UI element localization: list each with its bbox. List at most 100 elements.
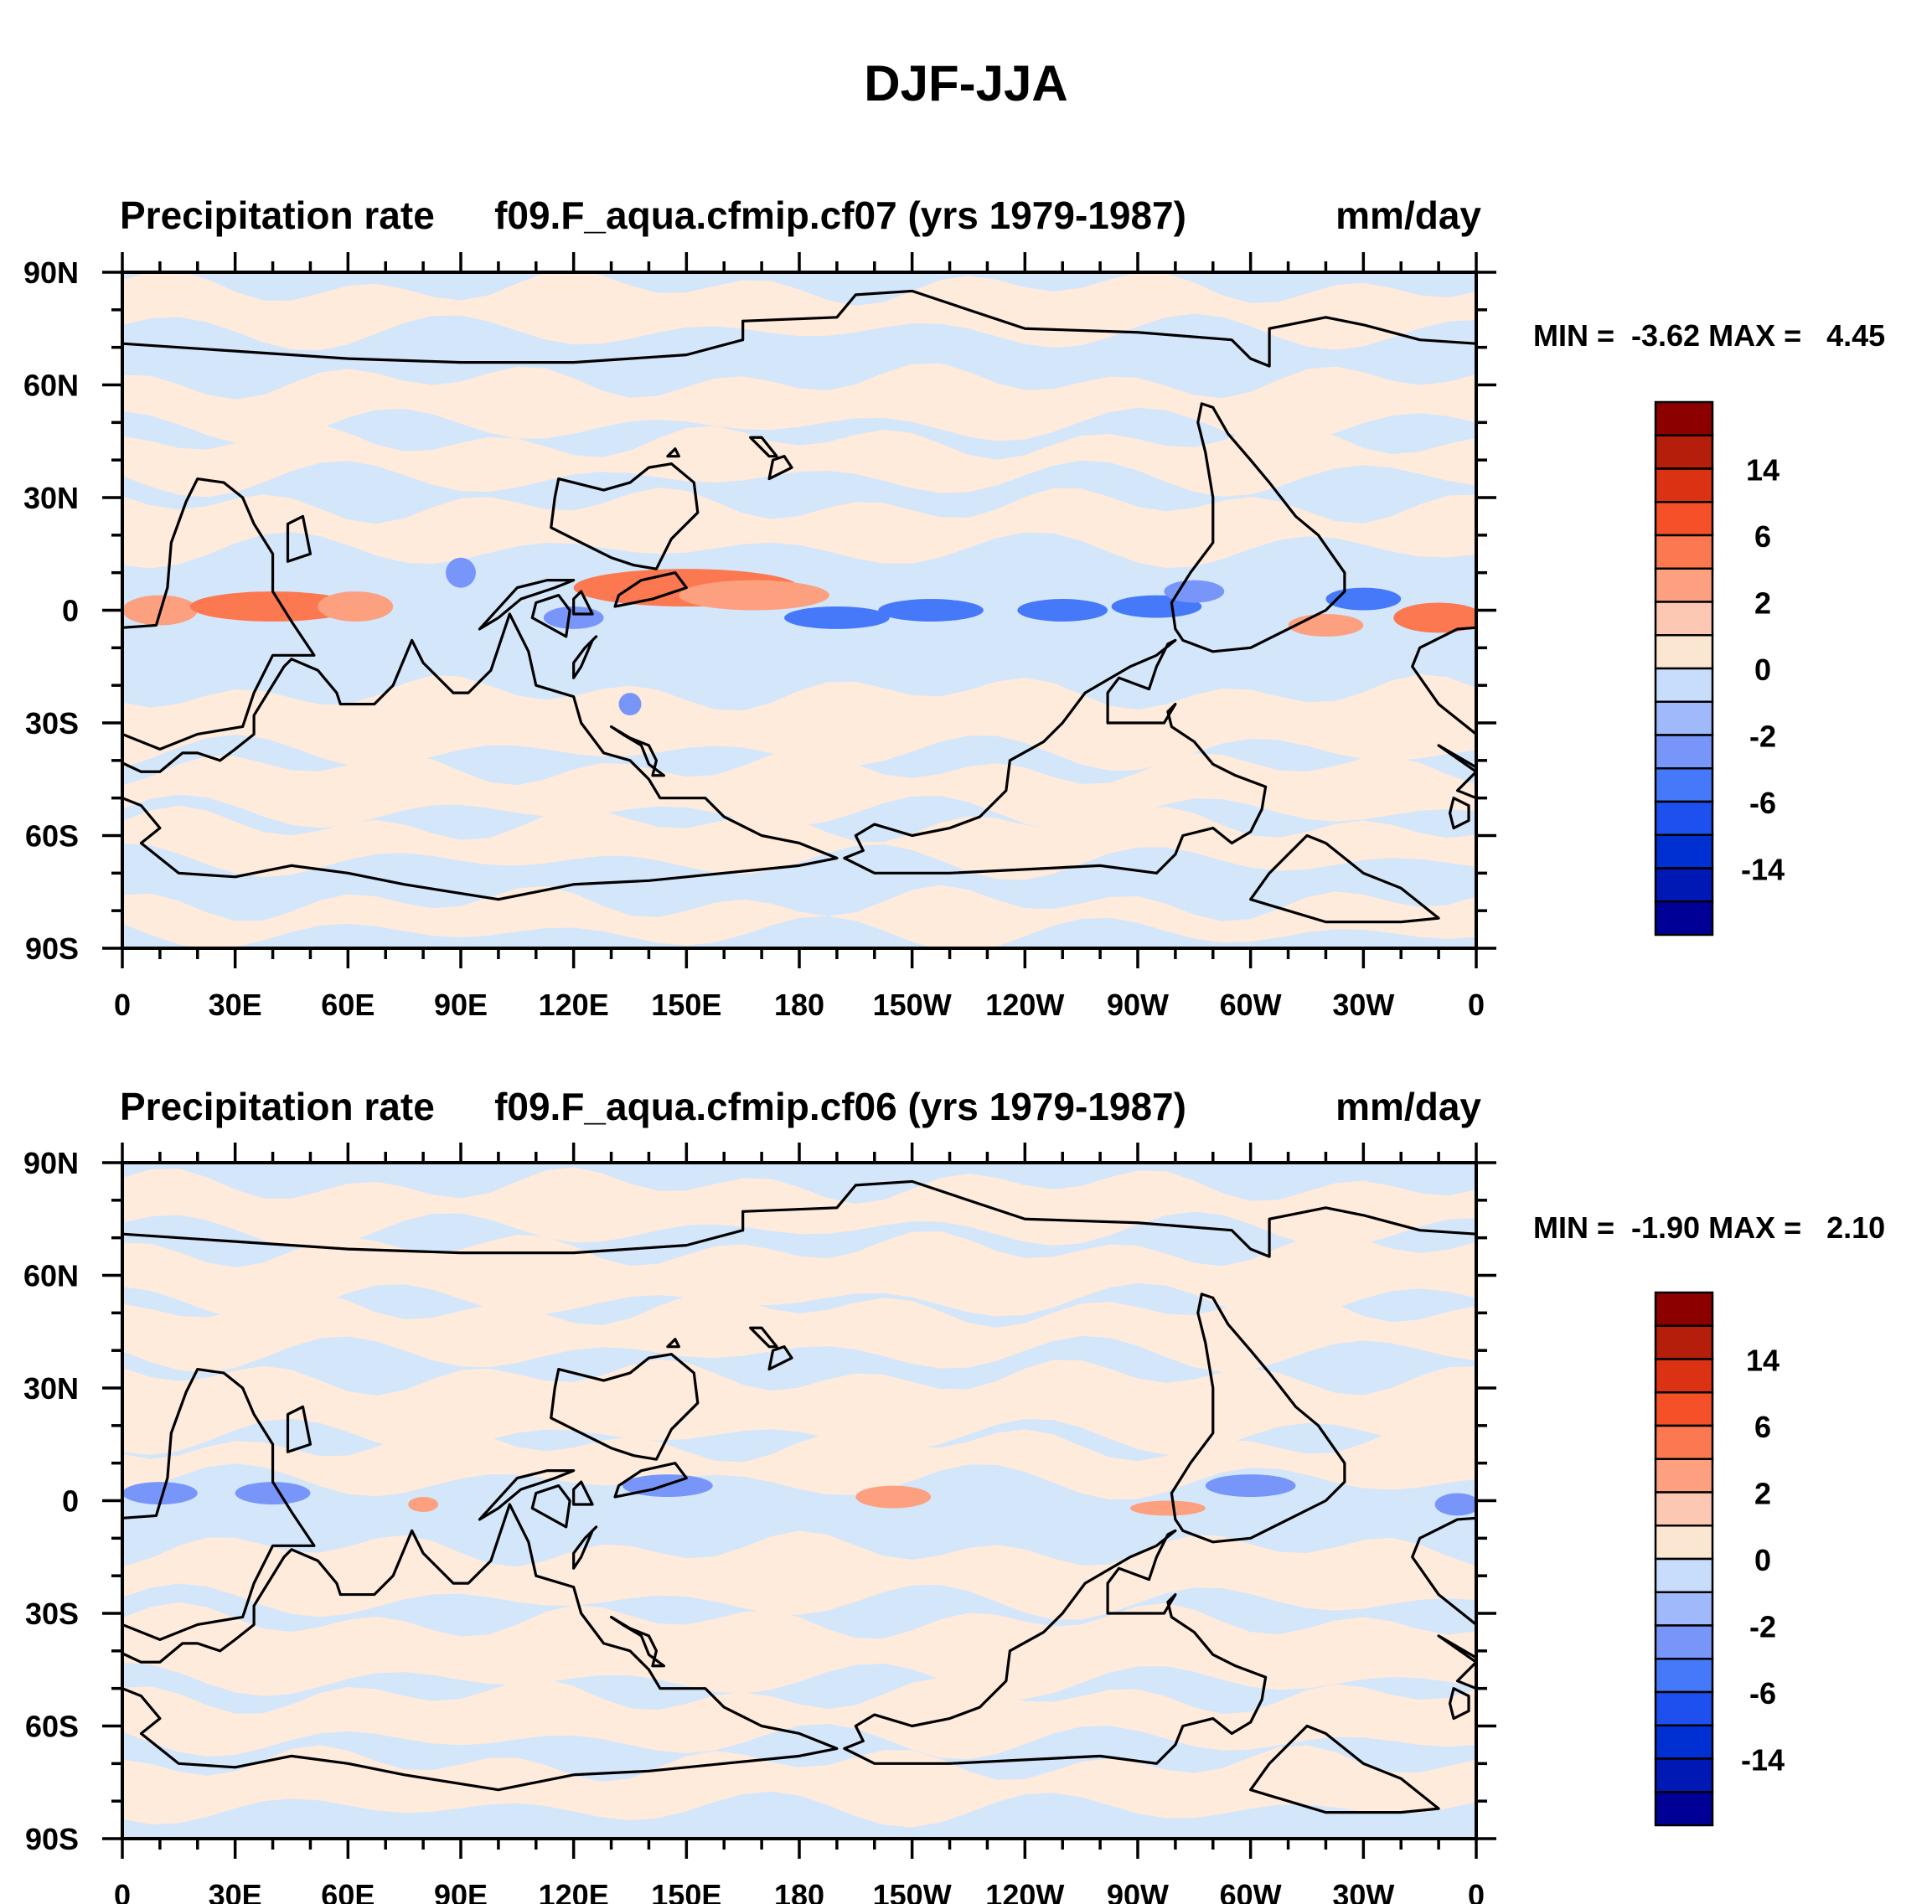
colorbar-label: 14: [1746, 453, 1780, 488]
colorbar-box: [1654, 1690, 1714, 1726]
x-tick-label: 120W: [985, 988, 1064, 1022]
colorbar-box: [1654, 1757, 1714, 1793]
panel-title-units: mm/day: [1335, 193, 1481, 237]
field-band: [122, 673, 1476, 771]
colorbar-box: [1654, 667, 1714, 703]
x-tick-label: 120E: [539, 988, 609, 1022]
colorbar-label: 6: [1754, 1410, 1771, 1444]
colorbar-label: -6: [1749, 1676, 1776, 1711]
colorbar-box: [1654, 1724, 1714, 1760]
colorbar-box: [1654, 634, 1714, 670]
colorbar-box: [1654, 1458, 1714, 1494]
y-tick-label: 30N: [23, 481, 79, 515]
y-tick-label: 30S: [25, 706, 79, 740]
colorbar-box: [1654, 1358, 1714, 1394]
x-tick-label: 150W: [873, 988, 952, 1022]
map-panel-bottom: Precipitation rate f09.F_aqua.cfmip.cf06…: [23, 1085, 1885, 1904]
panel-title-units: mm/day: [1335, 1085, 1481, 1128]
colorbar-box: [1654, 1658, 1714, 1694]
x-tick-label: 30E: [209, 1878, 262, 1904]
y-tick-label: 30S: [25, 1597, 79, 1631]
stats-label: MIN = -1.90 MAX = 2.10: [1533, 1210, 1885, 1245]
field-band: [122, 272, 1476, 351]
anomaly-patch: [408, 1497, 439, 1512]
colorbar-box: [1654, 1291, 1714, 1327]
figure-title: DJF-JJA: [864, 55, 1067, 111]
anomaly-patch: [1017, 599, 1108, 622]
x-tick-label: 60E: [321, 988, 375, 1022]
x-tick-label: 30W: [1332, 1878, 1394, 1904]
anomaly-patch: [618, 693, 642, 716]
x-tick-label: 90W: [1107, 1878, 1169, 1904]
anomaly-patch: [855, 1485, 932, 1509]
anomaly-patch: [543, 606, 604, 629]
x-tick-label: 150E: [651, 988, 721, 1022]
colorbar-box: [1654, 1391, 1714, 1427]
x-tick-label: 90E: [434, 1878, 488, 1904]
colorbar-label: 2: [1754, 586, 1771, 621]
y-tick-label: 60S: [25, 819, 79, 854]
field-band: [122, 885, 1476, 948]
anomaly-patch: [235, 1482, 311, 1504]
colorbar-label: -14: [1741, 1743, 1785, 1778]
colorbar: 14 6 2 0 -2 -6 -14: [1654, 400, 1785, 937]
colorbar-box: [1654, 1624, 1714, 1660]
colorbar-box: [1654, 1791, 1714, 1827]
y-tick-label: 0: [62, 594, 79, 628]
colorbar-box: [1654, 867, 1714, 903]
x-tick-label: 0: [114, 1878, 131, 1904]
stats-label: MIN = -3.62 MAX = 4.45: [1533, 318, 1885, 353]
panel-title-left: Precipitation rate: [120, 193, 435, 237]
anomaly-patch: [878, 599, 984, 622]
field-band: [122, 488, 1476, 569]
x-tick-label: 60W: [1220, 988, 1282, 1022]
colorbar-label: -2: [1749, 1610, 1776, 1644]
field-band: [122, 1167, 1476, 1249]
colorbar-box: [1654, 434, 1714, 470]
panel-title-center: f09.F_aqua.cfmip.cf06 (yrs 1979-1987): [494, 1085, 1186, 1128]
y-tick-label: 90N: [23, 1146, 79, 1180]
colorbar-box: [1654, 1491, 1714, 1527]
colorbar-label: 2: [1754, 1477, 1771, 1511]
colorbar-box: [1654, 501, 1714, 537]
colorbar-box: [1654, 1324, 1714, 1360]
panel-title-center: f09.F_aqua.cfmip.cf07 (yrs 1979-1987): [494, 193, 1186, 237]
colorbar-label: 14: [1746, 1344, 1780, 1378]
map-area: [122, 272, 1476, 948]
anomaly-patch: [1288, 613, 1364, 637]
colorbar-box: [1654, 700, 1714, 736]
anomaly-patch: [189, 591, 356, 622]
colorbar-label: 0: [1754, 1543, 1771, 1577]
y-tick-label: 30N: [23, 1371, 79, 1406]
map-area: [122, 1163, 1476, 1839]
anomaly-patch: [1164, 580, 1225, 603]
anomaly-patch: [1393, 602, 1476, 633]
anomaly-patch: [318, 591, 394, 622]
map-axes: 0 30E 60E 90E 120E 150E 180 150W 120W 90W 60W 30W 0 9…: [23, 252, 1496, 1022]
anomaly-patch: [1130, 1500, 1206, 1516]
y-tick-label: 60S: [25, 1710, 79, 1744]
field-band: [122, 1291, 1476, 1373]
x-tick-label: 30W: [1332, 988, 1394, 1022]
x-tick-label: 150E: [651, 1878, 721, 1904]
field-band: [122, 1530, 1476, 1620]
colorbar-label: 0: [1754, 653, 1771, 687]
colorbar-box: [1654, 1525, 1714, 1561]
colorbar-box: [1654, 1557, 1714, 1593]
x-tick-label: 180: [774, 1878, 824, 1904]
anomaly-patch: [679, 580, 829, 611]
colorbar-label: 6: [1754, 519, 1771, 554]
map-axes: 0 30E 60E 90E 120E 150E 180 150W 120W 90W 60W 30W 0 9…: [23, 1143, 1496, 1904]
x-tick-label: 0: [1468, 1878, 1485, 1904]
y-tick-label: 60N: [23, 1259, 79, 1293]
field-band: [122, 423, 1476, 498]
field-band: [122, 1426, 1476, 1500]
x-tick-label: 0: [1468, 988, 1485, 1022]
colorbar-label: -2: [1749, 720, 1776, 754]
x-tick-label: 180: [774, 988, 824, 1022]
y-tick-label: 90S: [25, 1822, 79, 1856]
colorbar-label: -6: [1749, 786, 1776, 820]
x-tick-label: 120E: [539, 1878, 609, 1904]
colorbar-box: [1654, 1424, 1714, 1460]
